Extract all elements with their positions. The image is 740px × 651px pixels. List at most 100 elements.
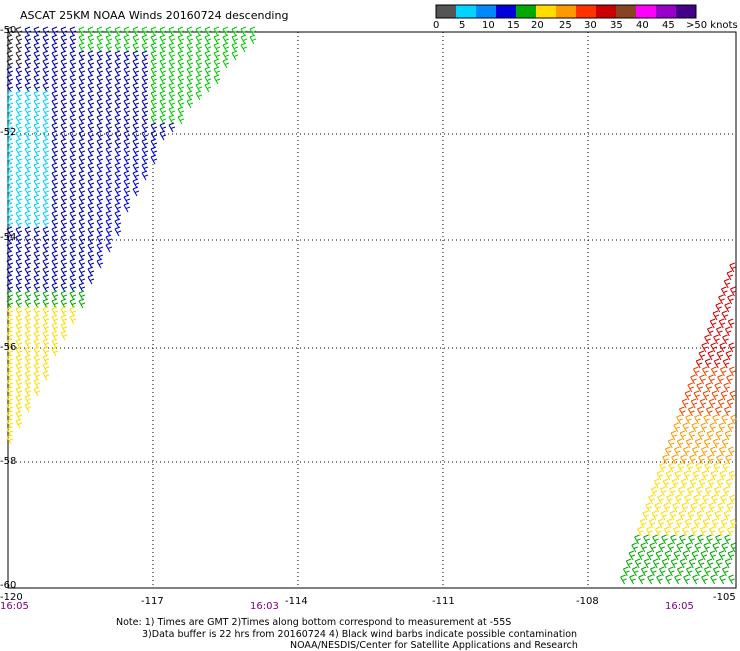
- wind-barb: [688, 430, 696, 441]
- wind-barb: [15, 250, 23, 261]
- wind-barb: [123, 66, 131, 77]
- wind-barb: [114, 194, 122, 205]
- wind-barb: [114, 162, 122, 173]
- wind-barb: [15, 202, 23, 213]
- wind-barb: [24, 290, 32, 301]
- wind-barb: [150, 106, 158, 117]
- wind-barb: [51, 130, 59, 141]
- wind-barb: [78, 58, 86, 69]
- wind-barb: [96, 226, 104, 237]
- wind-barb: [649, 542, 656, 553]
- wind-barb: [114, 186, 122, 197]
- wind-barb: [105, 186, 113, 197]
- wind-barb: [96, 106, 104, 117]
- wind-barb: [699, 398, 707, 409]
- wind-barb: [676, 566, 684, 577]
- wind-barb: [213, 66, 221, 77]
- legend-label-45: 45: [662, 20, 675, 31]
- wind-barb: [648, 494, 655, 505]
- wind-barb: [658, 542, 665, 553]
- wind-barb: [141, 114, 149, 125]
- wind-barb: [637, 550, 645, 561]
- wind-barb: [159, 122, 167, 133]
- wind-barb: [51, 58, 59, 69]
- wind-barb: [695, 358, 703, 369]
- wind-barb: [123, 130, 131, 141]
- color-scale-bar: [435, 4, 697, 19]
- wind-barb: [96, 26, 104, 37]
- wind-barb: [96, 210, 104, 221]
- wind-barb: [96, 66, 104, 77]
- wind-barb: [60, 122, 68, 133]
- wind-barb: [195, 74, 203, 85]
- wind-barb: [105, 226, 113, 237]
- wind-barb: [51, 298, 59, 309]
- wind-barb: [24, 306, 32, 317]
- wind-barb: [42, 26, 50, 37]
- wind-barb: [51, 82, 59, 93]
- wind-barb: [702, 390, 710, 401]
- wind-barb: [105, 138, 113, 149]
- wind-barb: [700, 550, 708, 561]
- wind-barb: [132, 26, 140, 37]
- wind-barb: [716, 454, 723, 465]
- legend-swatch: [676, 5, 697, 18]
- wind-barb: [673, 422, 680, 433]
- wind-barb: [634, 558, 642, 569]
- wind-barb: [724, 326, 732, 337]
- wind-barb: [6, 426, 14, 437]
- wind-barb: [69, 130, 77, 141]
- legend-swatch: [656, 5, 677, 18]
- wind-barb: [150, 42, 158, 53]
- wind-barb: [78, 42, 86, 53]
- wind-barb: [177, 82, 185, 93]
- wind-barb: [69, 210, 77, 221]
- wind-barb: [105, 114, 113, 125]
- wind-barb: [213, 50, 221, 61]
- wind-barb: [24, 226, 32, 237]
- wind-barb: [222, 58, 230, 69]
- wind-barb: [681, 502, 688, 513]
- wind-barb: [33, 26, 41, 37]
- wind-barb: [656, 470, 664, 481]
- wind-barb: [78, 154, 86, 165]
- wind-barb: [6, 258, 14, 269]
- wind-barb: [33, 274, 41, 285]
- wind-barb: [702, 494, 709, 505]
- wind-barb: [24, 242, 32, 253]
- wind-barb: [123, 186, 131, 197]
- wind-barb: [186, 74, 194, 85]
- wind-barb: [114, 218, 122, 229]
- wind-barb: [87, 26, 95, 37]
- wind-barb: [51, 250, 59, 261]
- wind-barb: [78, 250, 86, 261]
- wind-barb: [177, 90, 185, 101]
- wind-barb: [690, 526, 698, 537]
- wind-barb: [168, 74, 176, 85]
- wind-barb: [69, 234, 77, 245]
- wind-barb: [24, 50, 32, 61]
- wind-barb: [150, 90, 158, 101]
- wind-barb: [60, 322, 68, 333]
- wind-barb: [78, 266, 86, 277]
- wind-barb: [159, 106, 167, 117]
- wind-barb: [87, 242, 95, 253]
- wind-barb: [712, 566, 720, 577]
- wind-barb: [105, 106, 113, 117]
- wind-barb: [60, 130, 68, 141]
- wind-barb: [42, 250, 50, 261]
- wind-barb: [78, 218, 86, 229]
- wind-barb: [6, 194, 14, 205]
- wind-barb: [69, 58, 77, 69]
- wind-barb: [195, 66, 203, 77]
- wind-barb: [60, 186, 68, 197]
- wind-barb: [717, 526, 725, 537]
- wind-barb: [105, 234, 113, 245]
- wind-barb: [704, 334, 711, 345]
- wind-barb: [150, 146, 158, 157]
- wind-barb: [15, 130, 23, 141]
- wind-barb: [15, 58, 23, 69]
- wind-barb: [78, 26, 86, 37]
- legend-label-25: 25: [559, 20, 572, 31]
- wind-barb: [105, 218, 113, 229]
